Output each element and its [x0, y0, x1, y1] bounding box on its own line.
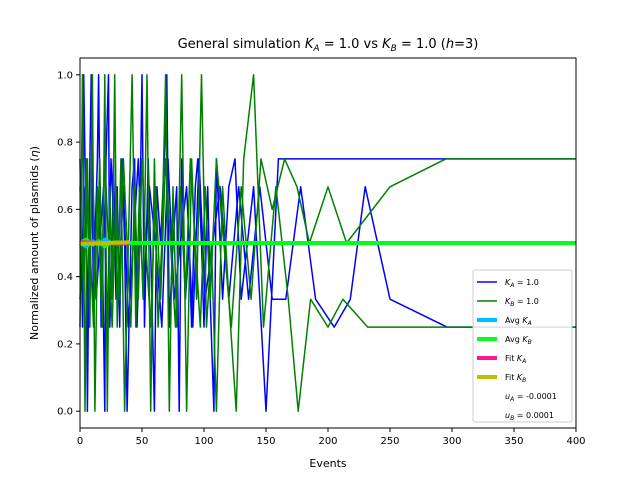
y-tick-label: 0.8 [57, 138, 73, 149]
x-tick-label: 350 [504, 436, 523, 447]
legend-label: Avg KB [505, 335, 532, 346]
chart-title: General simulation KA = 1.0 vs KB = 1.0 … [178, 37, 479, 54]
legend: KA = 1.0 KB = 1.0 Avg KA Avg KB Fit KA Fit KB… [472, 269, 573, 423]
y-tick-label: 0.0 [57, 407, 73, 418]
legend-items: KA = 1.0 KB = 1.0 Avg KA Avg KB Fit KA Fit KB… [477, 278, 557, 422]
x-tick-label: 0 [77, 436, 83, 447]
series-layer [79, 74, 576, 412]
legend-label: KA = 1.0 [505, 278, 539, 289]
legend-box [472, 269, 573, 423]
legend-label: KB = 1.0 [505, 297, 539, 308]
x-tick-label: 200 [318, 436, 337, 447]
x-tick-label: 50 [136, 436, 149, 447]
legend-label: Fit KA [505, 354, 526, 365]
y-tick-label: 0.4 [57, 272, 73, 283]
x-tick-label: 300 [442, 436, 461, 447]
series-line-7 [79, 240, 130, 246]
x-axis: 0 50 100 150 200 250 300 350 400 [77, 428, 586, 447]
y-tick-label: 0.2 [57, 339, 73, 350]
legend-label: Avg KA [505, 316, 532, 327]
x-axis-label: Events [309, 457, 347, 470]
legend-label: uB = 0.0001 [505, 411, 554, 422]
y-axis: 0.0 0.2 0.4 0.6 0.8 1.0 [57, 70, 80, 418]
x-tick-label: 250 [380, 436, 399, 447]
y-tick-label: 0.6 [57, 205, 73, 216]
x-tick-label: 400 [566, 436, 585, 447]
x-tick-label: 100 [194, 436, 213, 447]
legend-label: Fit KB [505, 373, 526, 384]
y-tick-label: 1.0 [57, 70, 73, 81]
y-axis-label: Normalized amount of plasmids (η) [28, 146, 41, 340]
legend-label: uA = -0.0001 [505, 392, 557, 403]
x-tick-label: 150 [256, 436, 275, 447]
